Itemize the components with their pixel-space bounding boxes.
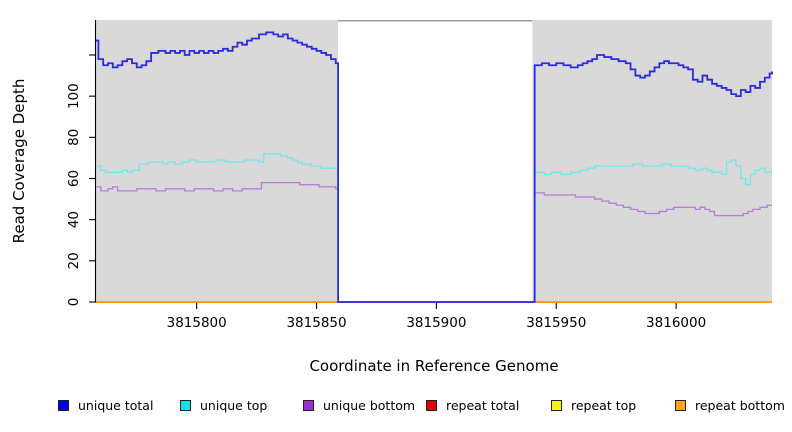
legend-label: unique total — [78, 398, 154, 413]
x-tick-label: 3815850 — [286, 315, 346, 331]
legend-swatch-unique-total — [58, 400, 69, 411]
x-tick-label: 3815800 — [167, 315, 227, 331]
y-tick-label: 100 — [66, 83, 82, 109]
legend-swatch-repeat-top — [551, 400, 562, 411]
legend-swatch-repeat-total — [426, 400, 437, 411]
legend-label: repeat total — [446, 398, 520, 413]
x-tick-label: 3816000 — [646, 315, 706, 331]
plot-panels — [96, 20, 772, 302]
legend-item-repeat-bottom: repeat bottom — [675, 398, 785, 413]
legend-label: unique top — [200, 398, 268, 413]
legend-item-unique-bottom: unique bottom — [303, 398, 415, 413]
legend-label: repeat bottom — [695, 398, 785, 413]
y-tick-label: 20 — [66, 252, 82, 269]
y-tick-label: 0 — [66, 298, 82, 307]
legend-swatch-unique-bottom — [303, 400, 314, 411]
legend-item-repeat-total: repeat total — [426, 398, 519, 413]
y-tick-label: 80 — [66, 129, 82, 146]
y-axis-title: Read Coverage Depth — [10, 79, 28, 244]
series-line-unique-bottom — [96, 181, 772, 303]
x-axis-title: Coordinate in Reference Genome — [309, 357, 558, 375]
legend-swatch-repeat-bottom — [675, 400, 686, 411]
legend-item-repeat-top: repeat top — [551, 398, 636, 413]
y-tick-label: 40 — [66, 211, 82, 228]
series-line-unique-total — [96, 31, 773, 303]
tick-labels: 3815800 3815850 3815900 3815950 3816000 0 20 40… — [66, 83, 706, 331]
legend: unique total unique top unique bottom repea… — [0, 398, 792, 424]
x-tick-label: 3815900 — [406, 315, 466, 331]
x-tick-label: 3815950 — [526, 315, 586, 331]
series-lines — [96, 31, 773, 303]
legend-item-unique-top: unique top — [180, 398, 267, 413]
legend-item-unique-total: unique total — [58, 398, 153, 413]
no-data-gap — [338, 20, 533, 302]
legend-swatch-unique-top — [180, 400, 191, 411]
legend-label: unique bottom — [323, 398, 416, 413]
y-tick-label: 60 — [66, 170, 82, 187]
legend-label: repeat top — [571, 398, 637, 413]
